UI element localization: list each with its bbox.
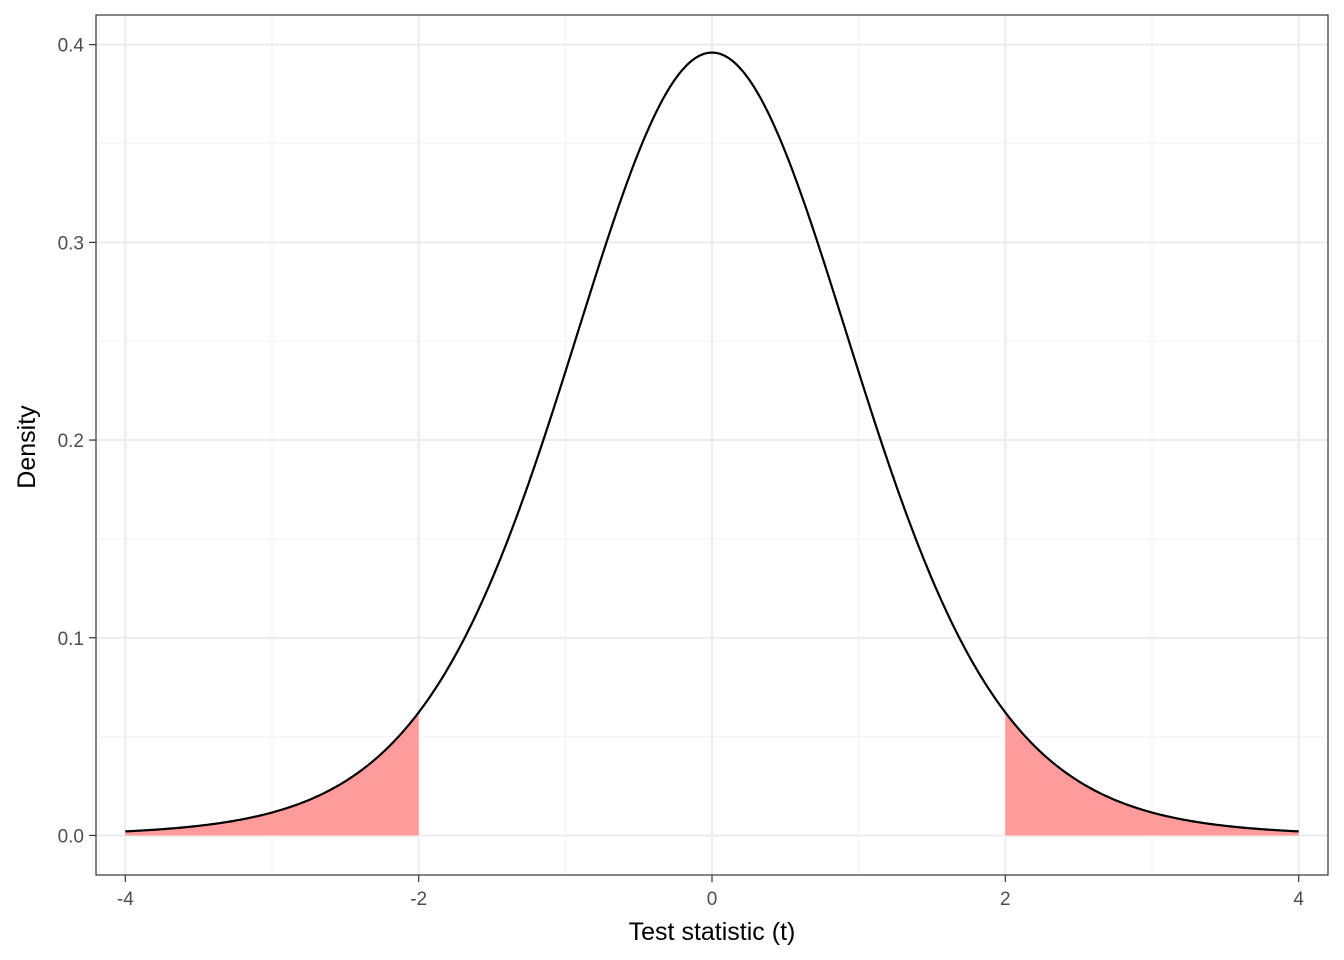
y-axis-title: Density (13, 405, 41, 489)
right-rejection-region (1005, 712, 1299, 836)
x-tick-label: 4 (1293, 889, 1304, 910)
left-rejection-region (125, 712, 419, 836)
rejection-regions (125, 712, 1299, 836)
x-tick-label: 0 (707, 889, 718, 910)
x-axis: -4 -2 0 2 4 (117, 875, 1304, 910)
x-axis-title: Test statistic (t) (629, 918, 796, 946)
density-curve (125, 51, 1299, 833)
y-tick-label: 0.4 (58, 36, 85, 57)
y-tick-label: 0.3 (58, 233, 84, 254)
y-tick-label: 0.0 (58, 826, 84, 847)
x-tick-label: -4 (117, 889, 134, 910)
y-axis: 0.0 0.1 0.2 0.3 0.4 (58, 36, 96, 847)
x-tick-label: 2 (1000, 889, 1011, 910)
y-tick-label: 0.2 (58, 431, 84, 452)
y-tick-label: 0.1 (58, 629, 84, 650)
x-tick-label: -2 (410, 889, 427, 910)
